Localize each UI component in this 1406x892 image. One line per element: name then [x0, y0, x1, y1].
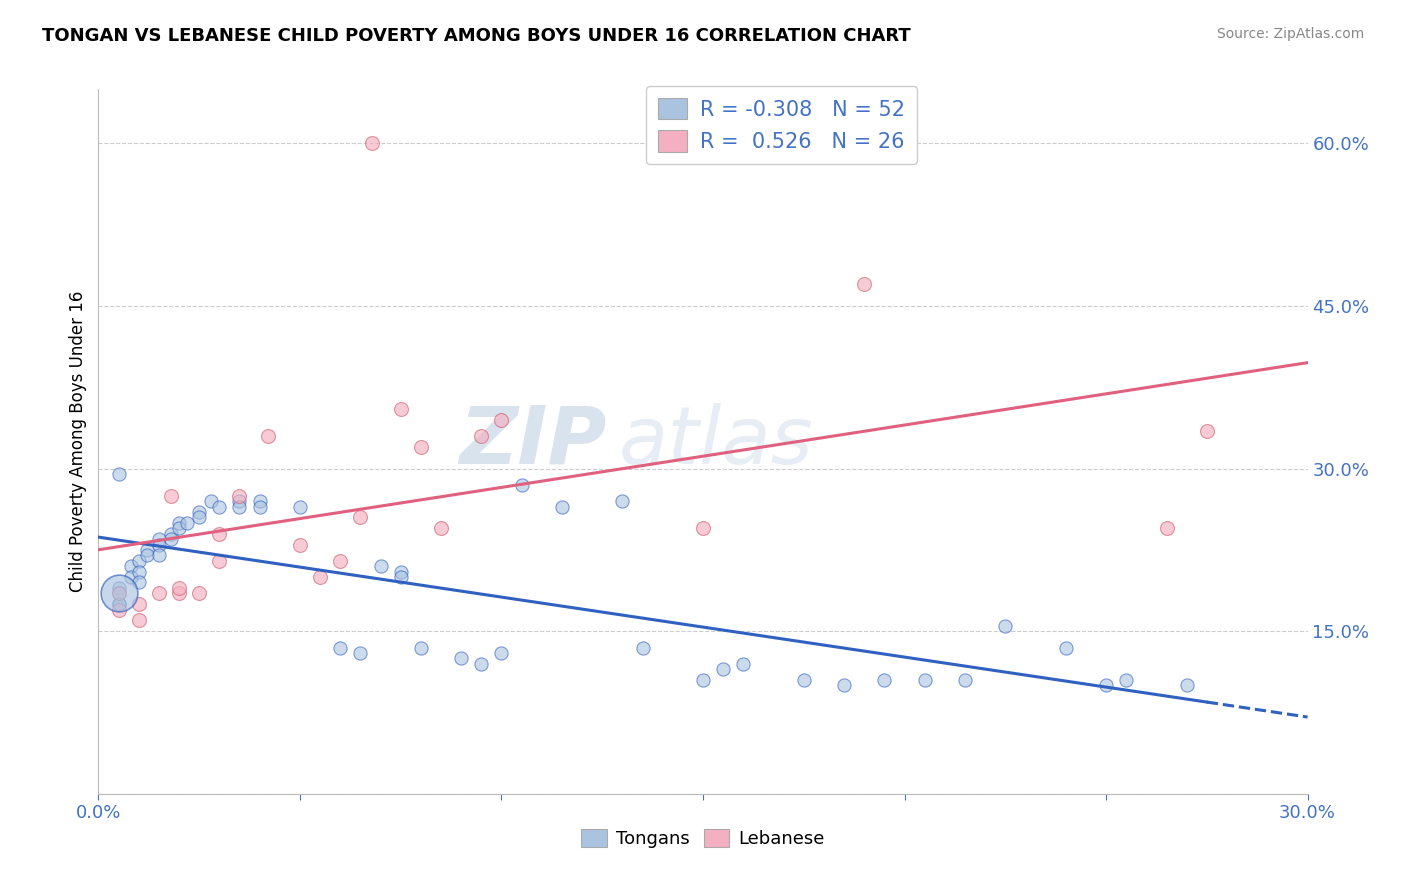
Point	[107, 586, 129, 600]
Point	[128, 554, 150, 568]
Point	[853, 277, 876, 292]
Point	[167, 586, 190, 600]
Point	[135, 543, 157, 558]
Point	[551, 500, 574, 514]
Point	[409, 640, 432, 655]
Text: TONGAN VS LEBANESE CHILD POVERTY AMONG BOYS UNDER 16 CORRELATION CHART: TONGAN VS LEBANESE CHILD POVERTY AMONG B…	[42, 27, 911, 45]
Point	[120, 570, 142, 584]
Point	[631, 640, 654, 655]
Point	[914, 673, 936, 687]
Point	[832, 678, 855, 692]
Point	[1095, 678, 1118, 692]
Point	[994, 619, 1017, 633]
Text: ZIP: ZIP	[458, 402, 606, 481]
Point	[188, 586, 211, 600]
Point	[249, 494, 271, 508]
Point	[692, 673, 714, 687]
Point	[288, 500, 311, 514]
Point	[1175, 678, 1198, 692]
Point	[361, 136, 384, 151]
Point	[329, 640, 352, 655]
Point	[160, 532, 183, 546]
Point	[1156, 521, 1178, 535]
Point	[1115, 673, 1137, 687]
Point	[148, 532, 170, 546]
Point	[128, 614, 150, 628]
Point	[450, 651, 472, 665]
Y-axis label: Child Poverty Among Boys Under 16: Child Poverty Among Boys Under 16	[69, 291, 87, 592]
Point	[389, 565, 412, 579]
Point	[288, 537, 311, 551]
Point	[107, 597, 129, 611]
Legend: Tongans, Lebanese: Tongans, Lebanese	[574, 822, 832, 855]
Point	[370, 559, 392, 574]
Point	[128, 597, 150, 611]
Point	[470, 657, 492, 671]
Point	[228, 500, 250, 514]
Point	[733, 657, 755, 671]
Text: atlas: atlas	[619, 402, 813, 481]
Point	[1195, 424, 1218, 438]
Point	[148, 586, 170, 600]
Point	[309, 570, 332, 584]
Point	[256, 429, 278, 443]
Point	[107, 467, 129, 481]
Point	[208, 554, 231, 568]
Point	[873, 673, 896, 687]
Point	[148, 549, 170, 563]
Point	[176, 516, 198, 530]
Point	[249, 500, 271, 514]
Point	[491, 413, 513, 427]
Point	[711, 662, 734, 676]
Point	[148, 537, 170, 551]
Point	[470, 429, 492, 443]
Point	[128, 565, 150, 579]
Point	[329, 554, 352, 568]
Point	[107, 586, 129, 600]
Point	[188, 505, 211, 519]
Point	[953, 673, 976, 687]
Point	[107, 581, 129, 595]
Point	[349, 646, 371, 660]
Point	[228, 489, 250, 503]
Point	[228, 494, 250, 508]
Point	[135, 549, 157, 563]
Point	[612, 494, 634, 508]
Point	[160, 526, 183, 541]
Point	[389, 570, 412, 584]
Point	[430, 521, 453, 535]
Point	[167, 581, 190, 595]
Point	[510, 478, 533, 492]
Text: Source: ZipAtlas.com: Source: ZipAtlas.com	[1216, 27, 1364, 41]
Point	[409, 440, 432, 454]
Point	[1054, 640, 1077, 655]
Point	[160, 489, 183, 503]
Point	[389, 402, 412, 417]
Point	[208, 500, 231, 514]
Point	[208, 526, 231, 541]
Point	[120, 559, 142, 574]
Point	[793, 673, 815, 687]
Point	[188, 510, 211, 524]
Point	[692, 521, 714, 535]
Point	[107, 586, 129, 600]
Point	[349, 510, 371, 524]
Point	[167, 516, 190, 530]
Point	[491, 646, 513, 660]
Point	[128, 575, 150, 590]
Point	[167, 521, 190, 535]
Point	[107, 602, 129, 616]
Point	[200, 494, 222, 508]
Point	[107, 597, 129, 611]
